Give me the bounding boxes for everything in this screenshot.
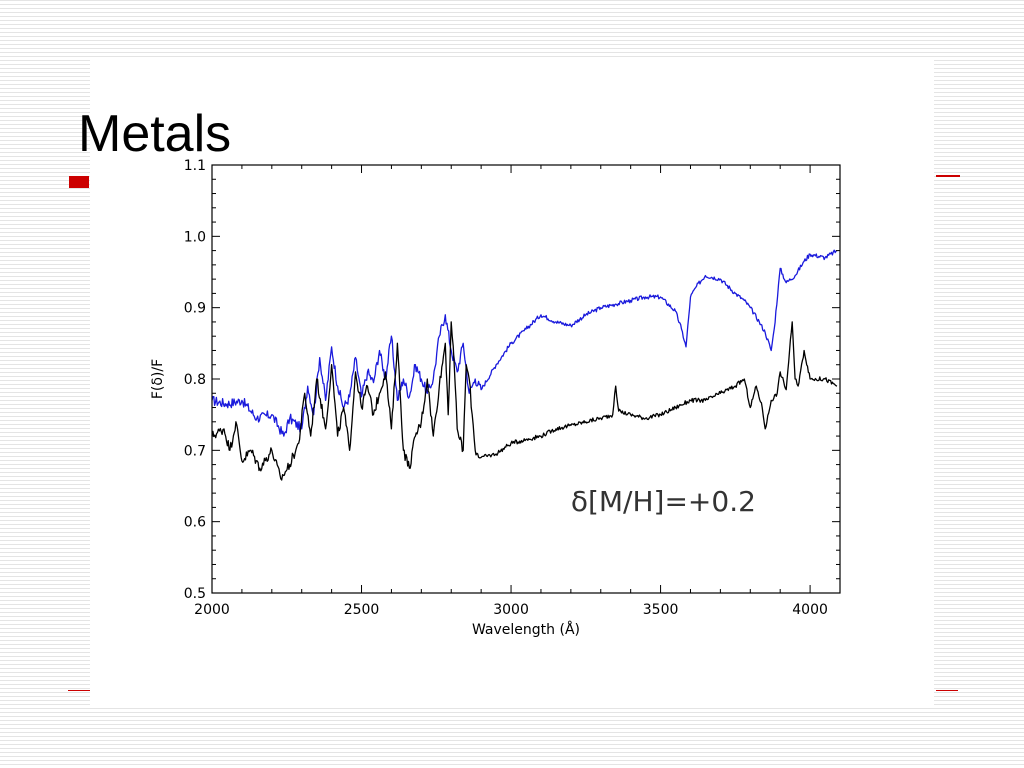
bullet-square-marker	[69, 176, 89, 188]
y-tick-label: 0.6	[184, 515, 206, 531]
plot-frame	[211, 164, 841, 594]
x-axis-label: Wavelength (Å)	[472, 621, 580, 638]
x-tick-label: 2000	[194, 602, 230, 618]
y-tick-label: 1.1	[184, 158, 206, 174]
x-tick-label: 3000	[493, 602, 529, 618]
y-tick-label: 0.5	[184, 586, 206, 602]
y-tick-label: 0.8	[184, 372, 206, 388]
spectrum-chart: 2000 2500 3000 3500 4000 0.5 0.6 0.7 0.8 0.9 1.0 1.…	[140, 152, 860, 652]
decorative-line-bottom-right	[936, 690, 958, 691]
x-tick-label: 3500	[643, 602, 679, 618]
decorative-line-bottom-left	[68, 690, 90, 691]
decorative-line-top-right	[936, 175, 960, 177]
axes-group: 2000 2500 3000 3500 4000 0.5 0.6 0.7 0.8 0.9 1.0 1.…	[184, 158, 841, 618]
x-tick-label: 4000	[792, 602, 828, 618]
chart-svg: 2000 2500 3000 3500 4000 0.5 0.6 0.7 0.8 0.9 1.0 1.…	[150, 158, 841, 638]
series-line-1	[211, 249, 838, 437]
y-tick-label: 0.9	[184, 301, 206, 317]
y-tick-label: 0.7	[184, 443, 206, 459]
metallicity-annotation: δ[M/H]=+0.2	[571, 485, 756, 518]
y-tick-label: 1.0	[184, 229, 206, 245]
series-line-2	[211, 321, 838, 481]
series-group	[211, 249, 838, 481]
y-axis-label: F(δ)/F	[150, 359, 166, 399]
x-tick-label: 2500	[344, 602, 380, 618]
